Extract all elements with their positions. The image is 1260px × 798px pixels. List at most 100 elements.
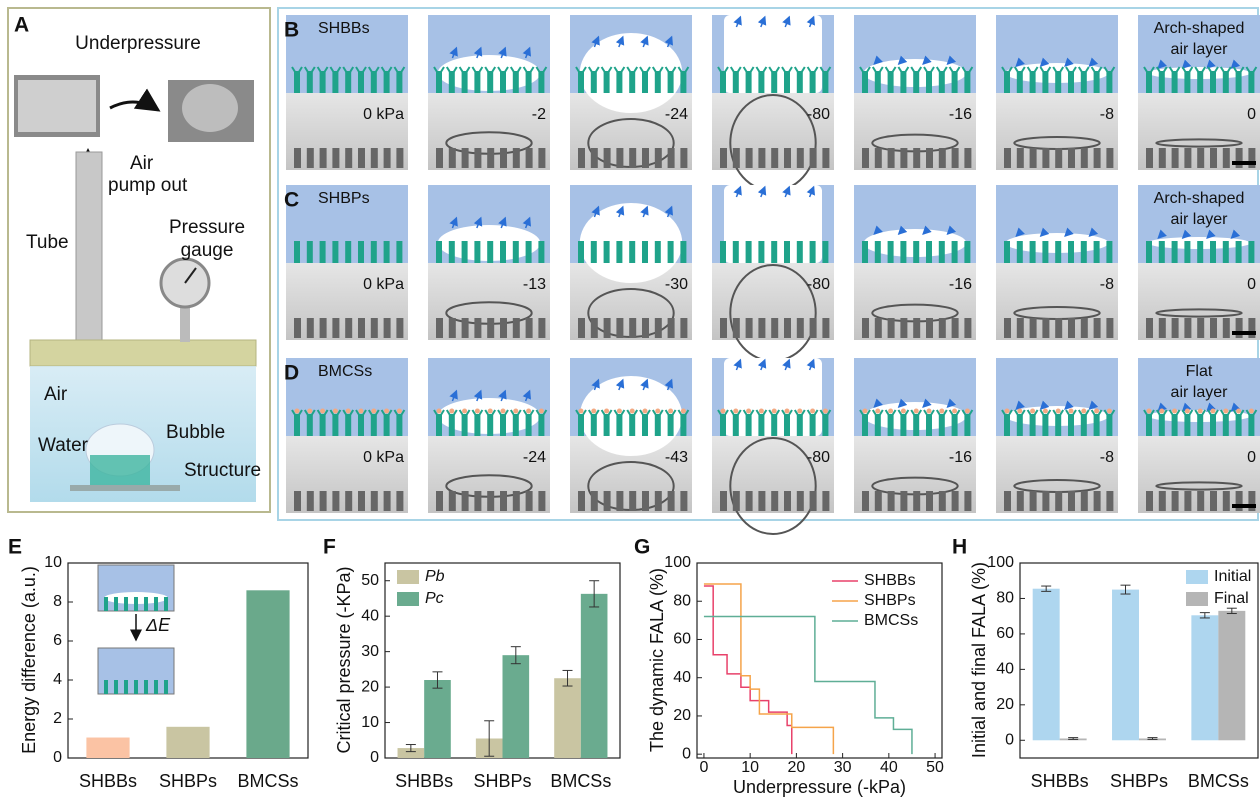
photo-pillar bbox=[307, 491, 314, 511]
photo-pillar bbox=[926, 318, 933, 338]
tile: -43 bbox=[570, 358, 692, 513]
inset-pillar bbox=[154, 680, 158, 694]
y-tick-label: 60 bbox=[673, 631, 691, 648]
cap bbox=[475, 409, 480, 414]
photo-pillar bbox=[474, 491, 481, 511]
photo-pillar bbox=[784, 318, 791, 338]
panel-a-label: gauge bbox=[181, 240, 234, 261]
pillar bbox=[900, 241, 906, 263]
photo-pillar bbox=[436, 491, 443, 511]
pillar bbox=[680, 241, 686, 263]
cap bbox=[617, 409, 622, 414]
cap bbox=[437, 409, 442, 414]
x-tick-label: SHBPs bbox=[1110, 771, 1168, 791]
photo-pillar bbox=[513, 491, 520, 511]
photo-pillar bbox=[1030, 148, 1037, 168]
y-tick-label: 80 bbox=[996, 590, 1014, 607]
pillar bbox=[1055, 241, 1061, 263]
photo-pillar bbox=[538, 491, 545, 511]
photo-pillar bbox=[591, 148, 598, 168]
tile: -2 bbox=[428, 15, 550, 170]
photo-pillar bbox=[396, 318, 403, 338]
pressure-label: -13 bbox=[523, 276, 546, 293]
inset-pillar bbox=[124, 680, 128, 694]
y-tick-label: 100 bbox=[987, 554, 1014, 571]
x-tick-label: SHBBs bbox=[79, 771, 137, 791]
photo-pillar bbox=[810, 318, 817, 338]
photo-pillar bbox=[771, 318, 778, 338]
bar bbox=[1033, 589, 1060, 741]
photo-pillar bbox=[474, 318, 481, 338]
cap bbox=[526, 409, 531, 414]
photo-pillar bbox=[1094, 318, 1101, 338]
photo-pillar bbox=[952, 318, 959, 338]
inset-pillar bbox=[114, 680, 118, 694]
x-tick-label: SHBBs bbox=[395, 771, 453, 791]
photo-pillar bbox=[939, 148, 946, 168]
photo-pillar bbox=[668, 318, 675, 338]
y-tick-label: 6 bbox=[53, 632, 62, 649]
photo-pillar bbox=[642, 318, 649, 338]
y-tick-label: 10 bbox=[361, 714, 379, 731]
pillar bbox=[616, 241, 622, 263]
x-tick-label: 0 bbox=[699, 759, 708, 776]
cap bbox=[681, 409, 686, 414]
photo-pillar bbox=[629, 148, 636, 168]
photo-pillar bbox=[913, 491, 920, 511]
photo-pillar bbox=[320, 148, 327, 168]
cap bbox=[630, 409, 635, 414]
photo-pillar bbox=[1197, 318, 1204, 338]
photo-pillar bbox=[720, 148, 727, 168]
pressure-label: -30 bbox=[665, 276, 688, 293]
photo-pillar bbox=[875, 148, 882, 168]
photo-pillar bbox=[578, 148, 585, 168]
cap bbox=[901, 409, 906, 414]
row-name: SHBBs bbox=[318, 20, 370, 37]
photo-pillar bbox=[1004, 148, 1011, 168]
photo-pillar bbox=[1172, 491, 1179, 511]
photo-pillar bbox=[875, 491, 882, 511]
pillar bbox=[1068, 241, 1074, 263]
photo-pillar bbox=[320, 318, 327, 338]
photo-pillar bbox=[436, 318, 443, 338]
pillar bbox=[513, 241, 519, 263]
y-tick-label: 40 bbox=[996, 661, 1014, 678]
pressure-label: 0 kPa bbox=[363, 449, 404, 466]
photo-pillar bbox=[371, 491, 378, 511]
photo-pillar bbox=[578, 491, 585, 511]
photo-pillar bbox=[436, 148, 443, 168]
cap bbox=[655, 409, 660, 414]
photo-pillar bbox=[462, 491, 469, 511]
photo-pillar bbox=[1159, 491, 1166, 511]
pillar bbox=[449, 241, 455, 263]
bar bbox=[581, 594, 608, 758]
photo-pillar bbox=[888, 318, 895, 338]
photo-pillar bbox=[746, 318, 753, 338]
photo-pillar bbox=[680, 318, 687, 338]
photo-pillar bbox=[513, 318, 520, 338]
photo-pillar bbox=[758, 148, 765, 168]
inset-pillar bbox=[134, 597, 138, 611]
photo-pillar bbox=[964, 148, 971, 168]
pillar bbox=[784, 241, 790, 263]
photo-pillar bbox=[771, 148, 778, 168]
legend-label: BMCSs bbox=[864, 612, 918, 629]
pillar bbox=[1030, 241, 1036, 263]
cap bbox=[746, 409, 751, 414]
figure: AUnderpressureAirpump outTubePressuregau… bbox=[0, 0, 1260, 798]
photo-pillar bbox=[720, 318, 727, 338]
photo-pillar bbox=[797, 318, 804, 338]
photo-pillar bbox=[538, 318, 545, 338]
photo-pillar bbox=[1210, 491, 1217, 511]
photo-pillar bbox=[604, 318, 611, 338]
pressure-label: -8 bbox=[1100, 276, 1114, 293]
photo-pillar bbox=[1210, 318, 1217, 338]
inset-pillar bbox=[154, 597, 158, 611]
pillar bbox=[358, 241, 364, 263]
cap bbox=[307, 409, 312, 414]
photo-pillar bbox=[771, 491, 778, 511]
photo-pillar bbox=[526, 491, 533, 511]
photo-pillar bbox=[952, 491, 959, 511]
cap bbox=[579, 409, 584, 414]
photo-pillar bbox=[888, 148, 895, 168]
